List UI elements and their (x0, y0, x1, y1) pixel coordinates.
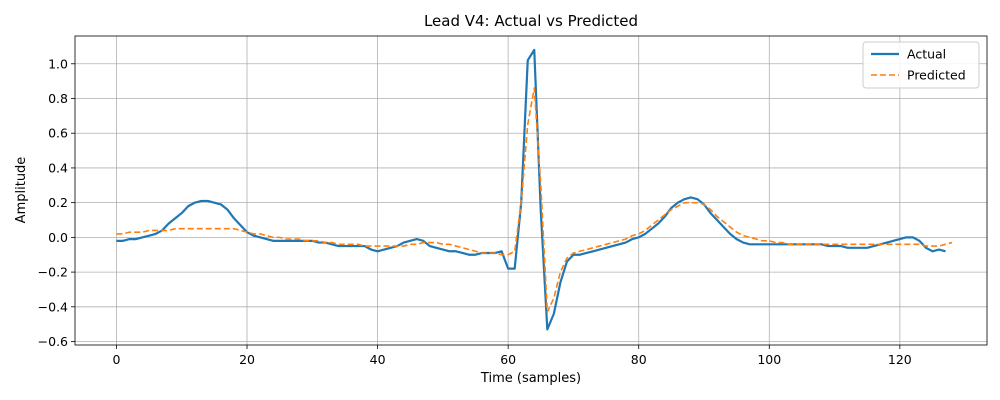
y-tick-label: 0.0 (48, 230, 68, 245)
series-line-actual (116, 48, 946, 331)
y-tick-label: 0.6 (48, 126, 68, 141)
x-tick-label: 120 (888, 352, 912, 367)
grid (75, 36, 987, 345)
ticks: 0 20 40 60 80 100 120 −0.6 −0.4 −0.2 0.0 0.2 0.4 0.6 0… (38, 56, 912, 367)
series-lines (116, 48, 953, 331)
x-tick-label: 40 (370, 352, 386, 367)
legend-label-predicted: Predicted (907, 68, 966, 83)
y-tick-label: −0.4 (38, 299, 68, 314)
x-tick-label: 20 (239, 352, 255, 367)
series-line-predicted (116, 87, 953, 313)
y-tick-label: −0.2 (38, 265, 68, 280)
y-axis-label: Amplitude (14, 157, 29, 224)
y-tick-label: 0.2 (48, 195, 68, 210)
x-tick-label: 0 (112, 352, 120, 367)
x-tick-label: 60 (500, 352, 516, 367)
y-tick-label: 0.4 (48, 160, 68, 175)
y-tick-label: 0.8 (48, 91, 68, 106)
plot-frame (74, 35, 988, 346)
x-axis-label: Time (samples) (480, 371, 581, 386)
y-tick-label: 1.0 (48, 56, 68, 71)
x-tick-label: 80 (631, 352, 647, 367)
legend-label-actual: Actual (907, 47, 946, 62)
x-tick-label: 100 (757, 352, 781, 367)
y-tick-label: −0.6 (38, 334, 68, 349)
chart-title: Lead V4: Actual vs Predicted (424, 12, 638, 30)
legend: Actual Predicted (862, 41, 980, 89)
